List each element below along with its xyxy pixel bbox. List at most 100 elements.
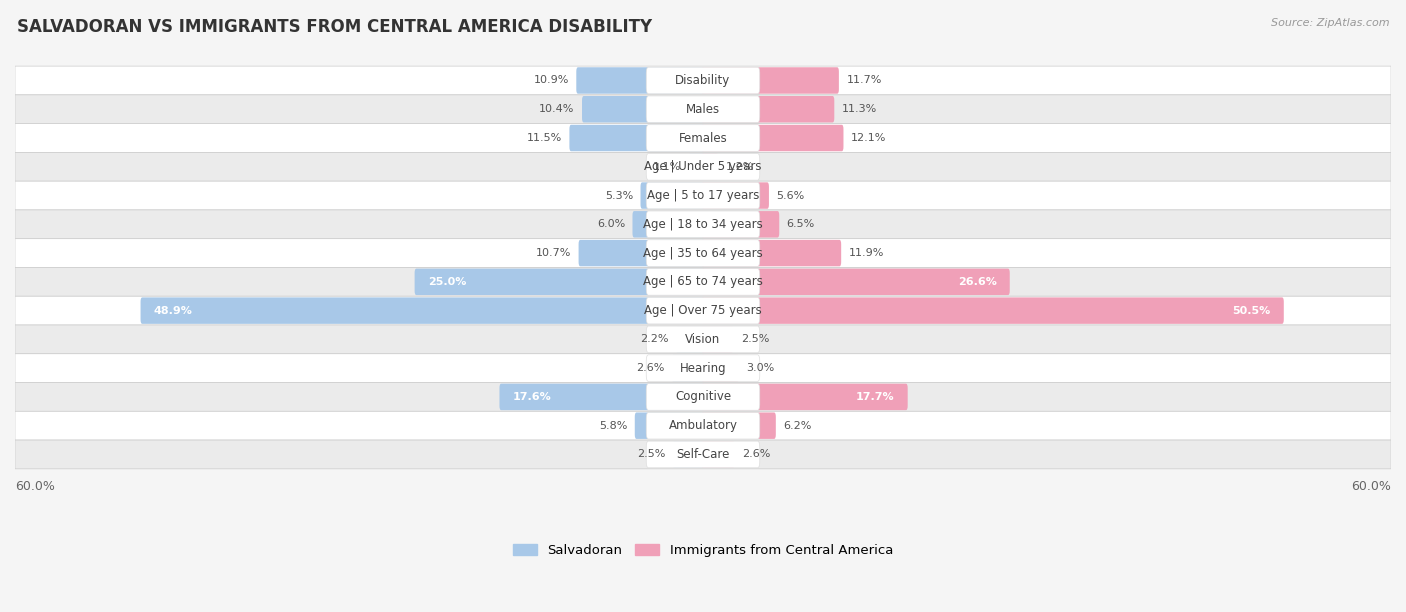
Text: 50.5%: 50.5% bbox=[1232, 305, 1271, 316]
FancyBboxPatch shape bbox=[15, 66, 1391, 95]
Text: Males: Males bbox=[686, 103, 720, 116]
FancyBboxPatch shape bbox=[647, 154, 759, 180]
FancyBboxPatch shape bbox=[576, 67, 704, 94]
Text: 2.6%: 2.6% bbox=[636, 363, 664, 373]
Text: 60.0%: 60.0% bbox=[15, 480, 55, 493]
Text: 10.7%: 10.7% bbox=[536, 248, 571, 258]
FancyBboxPatch shape bbox=[15, 95, 1391, 124]
FancyBboxPatch shape bbox=[15, 267, 1391, 296]
Text: 6.2%: 6.2% bbox=[783, 420, 811, 431]
Text: Age | 18 to 34 years: Age | 18 to 34 years bbox=[643, 218, 763, 231]
FancyBboxPatch shape bbox=[633, 211, 704, 237]
FancyBboxPatch shape bbox=[702, 154, 718, 180]
FancyBboxPatch shape bbox=[702, 326, 734, 353]
Text: Age | 5 to 17 years: Age | 5 to 17 years bbox=[647, 189, 759, 202]
FancyBboxPatch shape bbox=[702, 96, 834, 122]
Text: 12.1%: 12.1% bbox=[851, 133, 886, 143]
Text: 5.8%: 5.8% bbox=[599, 420, 627, 431]
FancyBboxPatch shape bbox=[647, 240, 759, 266]
FancyBboxPatch shape bbox=[672, 441, 704, 468]
Text: 2.5%: 2.5% bbox=[741, 334, 769, 345]
Legend: Salvadoran, Immigrants from Central America: Salvadoran, Immigrants from Central Amer… bbox=[508, 539, 898, 562]
Text: 25.0%: 25.0% bbox=[427, 277, 467, 287]
Text: 10.4%: 10.4% bbox=[538, 104, 575, 114]
Text: 6.5%: 6.5% bbox=[787, 219, 815, 230]
FancyBboxPatch shape bbox=[647, 67, 759, 94]
FancyBboxPatch shape bbox=[676, 326, 704, 353]
FancyBboxPatch shape bbox=[647, 441, 759, 468]
FancyBboxPatch shape bbox=[647, 211, 759, 237]
FancyBboxPatch shape bbox=[702, 384, 908, 410]
FancyBboxPatch shape bbox=[672, 355, 704, 381]
FancyBboxPatch shape bbox=[499, 384, 704, 410]
FancyBboxPatch shape bbox=[647, 297, 759, 324]
FancyBboxPatch shape bbox=[702, 269, 1010, 295]
Text: Source: ZipAtlas.com: Source: ZipAtlas.com bbox=[1271, 18, 1389, 28]
FancyBboxPatch shape bbox=[15, 440, 1391, 469]
Text: 11.7%: 11.7% bbox=[846, 75, 882, 86]
FancyBboxPatch shape bbox=[141, 297, 704, 324]
Text: Age | Over 75 years: Age | Over 75 years bbox=[644, 304, 762, 317]
FancyBboxPatch shape bbox=[15, 296, 1391, 325]
FancyBboxPatch shape bbox=[647, 355, 759, 381]
Text: Self-Care: Self-Care bbox=[676, 448, 730, 461]
FancyBboxPatch shape bbox=[702, 182, 769, 209]
Text: 5.3%: 5.3% bbox=[605, 190, 633, 201]
FancyBboxPatch shape bbox=[15, 124, 1391, 152]
FancyBboxPatch shape bbox=[647, 326, 759, 353]
FancyBboxPatch shape bbox=[702, 297, 1284, 324]
FancyBboxPatch shape bbox=[15, 210, 1391, 239]
Text: 6.0%: 6.0% bbox=[596, 219, 626, 230]
FancyBboxPatch shape bbox=[15, 354, 1391, 382]
Text: 2.6%: 2.6% bbox=[742, 449, 770, 460]
FancyBboxPatch shape bbox=[15, 239, 1391, 267]
Text: 1.2%: 1.2% bbox=[725, 162, 754, 172]
Text: 26.6%: 26.6% bbox=[957, 277, 997, 287]
Text: Hearing: Hearing bbox=[679, 362, 727, 375]
FancyBboxPatch shape bbox=[579, 240, 704, 266]
Text: 11.9%: 11.9% bbox=[849, 248, 884, 258]
FancyBboxPatch shape bbox=[702, 125, 844, 151]
FancyBboxPatch shape bbox=[702, 412, 776, 439]
FancyBboxPatch shape bbox=[15, 382, 1391, 411]
Text: 1.1%: 1.1% bbox=[652, 162, 682, 172]
Text: Females: Females bbox=[679, 132, 727, 144]
Text: 10.9%: 10.9% bbox=[533, 75, 569, 86]
Text: Ambulatory: Ambulatory bbox=[668, 419, 738, 432]
FancyBboxPatch shape bbox=[702, 240, 841, 266]
Text: Disability: Disability bbox=[675, 74, 731, 87]
FancyBboxPatch shape bbox=[415, 269, 704, 295]
FancyBboxPatch shape bbox=[647, 269, 759, 295]
Text: Cognitive: Cognitive bbox=[675, 390, 731, 403]
FancyBboxPatch shape bbox=[647, 96, 759, 122]
FancyBboxPatch shape bbox=[15, 325, 1391, 354]
Text: Age | Under 5 years: Age | Under 5 years bbox=[644, 160, 762, 173]
FancyBboxPatch shape bbox=[569, 125, 704, 151]
Text: 3.0%: 3.0% bbox=[747, 363, 775, 373]
FancyBboxPatch shape bbox=[15, 181, 1391, 210]
Text: 2.5%: 2.5% bbox=[637, 449, 665, 460]
FancyBboxPatch shape bbox=[641, 182, 704, 209]
Text: Age | 35 to 64 years: Age | 35 to 64 years bbox=[643, 247, 763, 259]
FancyBboxPatch shape bbox=[702, 355, 740, 381]
Text: Vision: Vision bbox=[685, 333, 721, 346]
FancyBboxPatch shape bbox=[582, 96, 704, 122]
Text: Age | 65 to 74 years: Age | 65 to 74 years bbox=[643, 275, 763, 288]
FancyBboxPatch shape bbox=[647, 125, 759, 151]
FancyBboxPatch shape bbox=[702, 67, 839, 94]
FancyBboxPatch shape bbox=[702, 441, 734, 468]
FancyBboxPatch shape bbox=[647, 384, 759, 410]
FancyBboxPatch shape bbox=[702, 211, 779, 237]
Text: SALVADORAN VS IMMIGRANTS FROM CENTRAL AMERICA DISABILITY: SALVADORAN VS IMMIGRANTS FROM CENTRAL AM… bbox=[17, 18, 652, 36]
Text: 60.0%: 60.0% bbox=[1351, 480, 1391, 493]
Text: 48.9%: 48.9% bbox=[153, 305, 193, 316]
FancyBboxPatch shape bbox=[634, 412, 704, 439]
Text: 17.7%: 17.7% bbox=[856, 392, 894, 402]
Text: 11.3%: 11.3% bbox=[842, 104, 877, 114]
FancyBboxPatch shape bbox=[647, 182, 759, 209]
FancyBboxPatch shape bbox=[15, 411, 1391, 440]
FancyBboxPatch shape bbox=[689, 154, 704, 180]
FancyBboxPatch shape bbox=[647, 412, 759, 439]
Text: 11.5%: 11.5% bbox=[527, 133, 562, 143]
Text: 17.6%: 17.6% bbox=[513, 392, 551, 402]
